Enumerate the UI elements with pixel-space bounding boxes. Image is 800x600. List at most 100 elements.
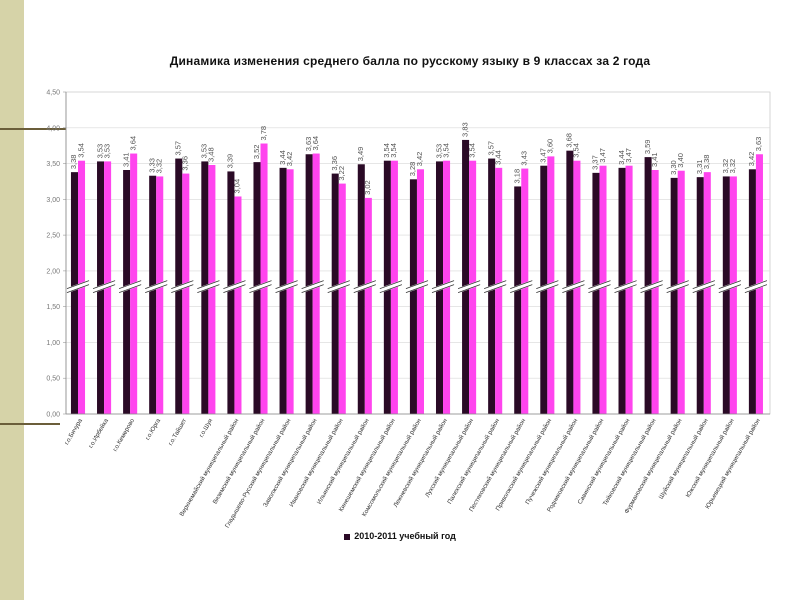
data-label: 3,53: [102, 144, 111, 159]
bar-2010-2011: [670, 177, 678, 414]
bar-series-2: [677, 170, 685, 414]
category-label: Ильинский муниципальный район: [316, 418, 371, 506]
axis-break-edge: [301, 284, 324, 293]
axis-break-band: [66, 280, 90, 293]
data-label: 3,32: [721, 159, 730, 174]
y-tick-label: 2,50: [46, 233, 60, 240]
bar-2010-2011: [514, 186, 522, 414]
data-label: 3,64: [128, 136, 137, 151]
data-label: 3,04: [233, 179, 242, 194]
axis-break-edge: [484, 280, 507, 289]
bar-series-2: [651, 169, 659, 414]
axis-break-edge: [92, 280, 116, 289]
category-label: Лежневский муниципальный район: [392, 418, 449, 509]
axis-break-edge: [614, 284, 637, 293]
data-label: 3,53: [95, 144, 104, 159]
data-label: 3,78: [259, 126, 268, 141]
axis-break-edge: [744, 284, 768, 293]
data-label: 3,40: [676, 153, 685, 168]
category-label: г.о.Кемерово: [112, 417, 137, 453]
axis-break-band: [405, 280, 429, 293]
axis-break-edge: [379, 284, 403, 293]
y-tick-label: 1,00: [46, 340, 60, 347]
axis-break-edge: [223, 284, 246, 293]
data-label: 3,43: [520, 151, 529, 166]
legend-swatch: [344, 533, 351, 540]
bar-2010-2011: [592, 172, 600, 414]
data-label: 3,38: [702, 155, 711, 170]
bar-series-2: [703, 172, 711, 414]
data-label: 3,47: [624, 148, 633, 163]
data-label: 3,33: [147, 158, 156, 173]
bar-series-2: [364, 197, 372, 414]
data-label: 3,31: [695, 160, 704, 175]
axis-break-edge: [171, 280, 194, 289]
axis-break-edge: [640, 280, 663, 289]
category-label: Родниковский муниципальный район: [546, 418, 605, 514]
chart-title: Динамика изменения среднего балла по рус…: [169, 54, 651, 68]
bar-series-2: [286, 169, 294, 414]
category-label: Тейковский муниципальный район: [602, 418, 658, 508]
data-label: 3,41: [121, 152, 130, 167]
data-label: 3,83: [460, 122, 469, 137]
data-label: 3,59: [643, 140, 652, 155]
data-label: 3,32: [154, 159, 163, 174]
data-label: 3,63: [754, 137, 763, 152]
category-label: г.о.Тайшет: [167, 417, 188, 446]
data-label: 3,54: [572, 143, 581, 158]
axis-break-edge: [353, 280, 376, 289]
category-label: Приволжский муниципальный район: [495, 418, 554, 513]
y-tick-label: 3,00: [46, 197, 60, 204]
axis-break-band: [457, 280, 481, 293]
data-label: 3,53: [434, 144, 443, 159]
bar-series-2: [182, 173, 190, 414]
bar-2010-2011: [696, 177, 704, 414]
data-label: 3,53: [200, 144, 209, 159]
axis-break-band: [613, 280, 638, 293]
axis-break-band: [170, 280, 195, 293]
axis-break-band: [326, 280, 351, 293]
category-label: Шуйский муниципальный район: [658, 418, 710, 501]
axis-break-edge: [510, 284, 533, 293]
axis-break-band: [248, 280, 273, 293]
data-label: 3,42: [285, 152, 294, 167]
category-label: Палехский муниципальный район: [446, 418, 501, 506]
axis-break-edge: [275, 284, 298, 293]
axis-break-edge: [223, 280, 246, 289]
axis-break-edge: [405, 280, 429, 289]
data-label: 3,36: [181, 156, 190, 171]
category-label: г.о.Ирбейка: [87, 417, 110, 449]
axis-break-edge: [510, 280, 533, 289]
legend: 2010-2011 учебный год: [0, 531, 800, 541]
axis-break-edge: [92, 284, 116, 293]
bar-series-2: [521, 168, 529, 414]
legend-label: 2010-2011 учебный год: [354, 531, 456, 541]
axis-break-edge: [145, 284, 168, 293]
category-label: г.о.Бичура: [63, 417, 84, 446]
axis-break-band: [665, 280, 690, 293]
bar-series-2: [416, 169, 424, 414]
data-label: 3,47: [598, 148, 607, 163]
bar-2010-2011: [462, 139, 470, 415]
category-label: Вяземский муниципальный район: [212, 418, 267, 506]
axis-break-edge: [197, 280, 220, 289]
axis-break-band: [222, 280, 247, 293]
axis-break-edge: [692, 280, 715, 289]
axis-break-band: [144, 280, 169, 293]
data-label: 3,63: [304, 137, 313, 152]
axis-break-edge: [536, 284, 559, 293]
axis-break-edge: [249, 284, 272, 293]
data-label: 3,32: [728, 159, 737, 174]
axis-break-edge: [431, 280, 455, 289]
axis-break-edge: [249, 280, 272, 289]
bar-2010-2011: [227, 171, 235, 414]
axis-break-band: [561, 280, 586, 293]
y-tick-label: 4,00: [46, 125, 60, 132]
axis-break-edge: [692, 284, 715, 293]
axis-break-edge: [666, 284, 689, 293]
data-label: 3,28: [408, 162, 417, 177]
bar-series-2: [338, 183, 346, 414]
data-label: 3,44: [493, 150, 502, 165]
bar-series-2: [234, 196, 242, 414]
data-label: 3,52: [252, 145, 261, 160]
